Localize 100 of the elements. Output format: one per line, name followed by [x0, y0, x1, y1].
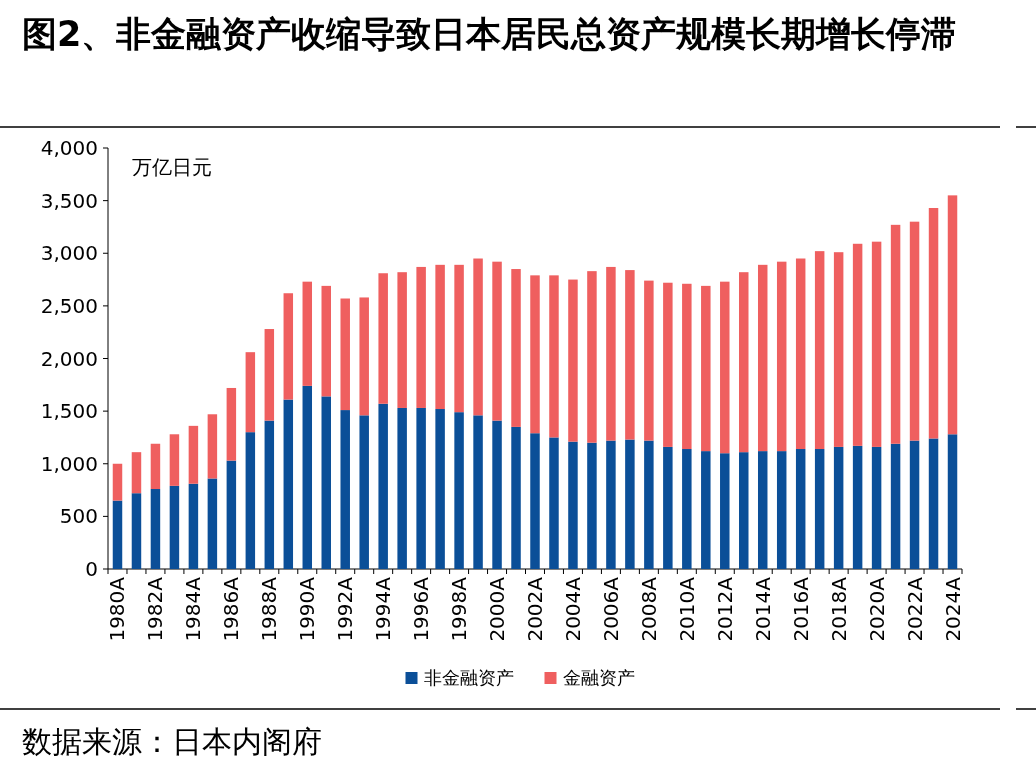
x-tick-label: 2002A [523, 576, 547, 642]
bar [416, 266, 426, 408]
x-tick-label: 2022A [902, 576, 927, 642]
bar [928, 438, 939, 569]
bar [473, 258, 483, 416]
bar [606, 440, 616, 569]
bar [682, 283, 692, 450]
y-tick-label: 3,500 [40, 188, 98, 213]
bar [492, 261, 502, 421]
bar [739, 272, 749, 453]
bar [890, 443, 901, 569]
bar [492, 420, 502, 569]
bar [207, 478, 218, 569]
bar [947, 195, 958, 435]
legend-label: 非金融资产 [423, 667, 514, 688]
y-tick-label: 2,500 [40, 293, 98, 318]
bar [890, 224, 901, 444]
bar [720, 281, 730, 454]
bar [701, 451, 711, 569]
bar [947, 434, 958, 569]
bar [701, 285, 711, 452]
x-tick-label: 2000A [485, 576, 510, 642]
bar [625, 439, 635, 569]
bar [757, 264, 768, 452]
bar [511, 269, 521, 427]
bar [871, 241, 882, 447]
bar [663, 282, 673, 447]
bar [568, 441, 578, 569]
bar [169, 485, 180, 569]
bar [852, 243, 863, 446]
bar [568, 279, 578, 442]
y-tick-label: 3,000 [40, 241, 98, 266]
bar [245, 352, 256, 433]
y-tick-label: 1,500 [40, 399, 98, 424]
bar [776, 451, 787, 569]
bar [397, 272, 407, 408]
x-tick-label: 1984A [181, 576, 206, 642]
bar [283, 293, 294, 400]
chart-title: 图2、非金融资产收缩导致日本居民总资产规模长期增长停滞 [22, 14, 957, 54]
source-note: 数据来源：日本内阁府 [22, 724, 322, 759]
bar [226, 387, 237, 461]
x-tick-label: 2012A [712, 576, 737, 642]
bar [739, 452, 749, 569]
y-axis-title: 万亿日元 [132, 155, 212, 179]
bar [549, 275, 559, 438]
bar [530, 275, 540, 434]
bar [321, 285, 331, 397]
bar [473, 415, 483, 569]
legend-label: 金融资产 [562, 667, 635, 688]
bar [757, 451, 768, 569]
bar [378, 273, 388, 404]
bar [644, 280, 654, 441]
bar [131, 493, 142, 569]
bar [587, 442, 597, 569]
bar [587, 271, 597, 443]
bar [131, 452, 142, 494]
bar [378, 403, 388, 569]
x-tick-label: 1988A [257, 576, 282, 642]
x-tick-label: 2010A [674, 576, 699, 642]
bar [511, 426, 521, 569]
bar [852, 445, 863, 569]
bar [397, 407, 407, 569]
y-tick-label: 2,000 [40, 346, 98, 371]
bar [264, 420, 275, 569]
y-tick-label: 0 [85, 557, 98, 581]
bar [112, 463, 123, 501]
bar [245, 432, 256, 569]
bar [340, 298, 350, 411]
bar [112, 500, 123, 569]
x-tick-label: 1998A [447, 576, 472, 642]
y-tick-label: 4,000 [40, 136, 98, 160]
bar [871, 446, 882, 569]
x-tick-label: 2006A [598, 576, 623, 642]
bar [454, 412, 464, 569]
bar [321, 396, 331, 569]
bar [549, 437, 559, 569]
x-tick-label: 2018A [826, 576, 851, 642]
bar [928, 207, 939, 439]
bar [833, 446, 844, 569]
bar [776, 261, 787, 452]
bar [207, 414, 218, 479]
x-tick-label: 1986A [219, 576, 244, 642]
bar [795, 258, 806, 450]
x-tick-label: 1996A [409, 576, 434, 642]
bar [359, 297, 369, 416]
bar [150, 489, 161, 569]
bar [150, 443, 161, 490]
bar [833, 252, 844, 447]
bar [340, 410, 350, 569]
bar [814, 449, 825, 569]
x-tick-label: 2020A [864, 576, 889, 642]
bar [226, 460, 237, 569]
bar [530, 433, 540, 569]
x-tick-label: 2014A [750, 576, 775, 642]
bar [682, 449, 692, 569]
bar [720, 453, 730, 569]
x-tick-label: 1980A [105, 576, 130, 642]
bar [188, 425, 199, 484]
bar [909, 221, 920, 441]
x-tick-label: 2008A [636, 576, 661, 642]
